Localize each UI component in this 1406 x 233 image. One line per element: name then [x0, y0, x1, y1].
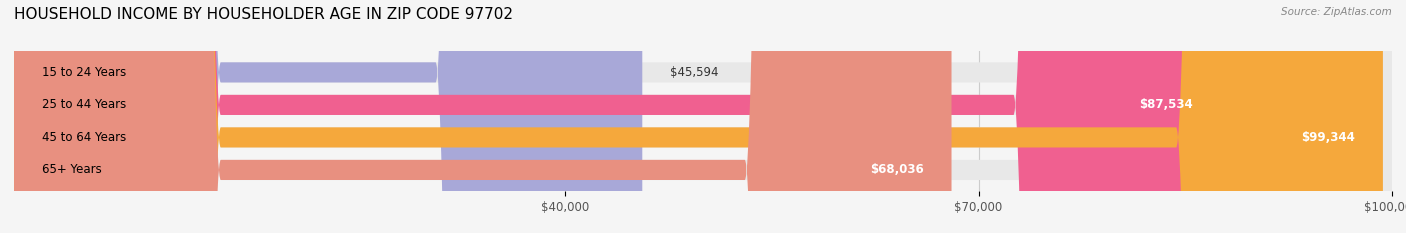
Text: 15 to 24 Years: 15 to 24 Years [42, 66, 127, 79]
FancyBboxPatch shape [14, 0, 1220, 233]
Text: 25 to 44 Years: 25 to 44 Years [42, 98, 127, 111]
FancyBboxPatch shape [14, 0, 1392, 233]
Text: $99,344: $99,344 [1302, 131, 1355, 144]
FancyBboxPatch shape [14, 0, 952, 233]
Text: $87,534: $87,534 [1139, 98, 1192, 111]
FancyBboxPatch shape [14, 0, 1392, 233]
Text: $45,594: $45,594 [669, 66, 718, 79]
FancyBboxPatch shape [14, 0, 1392, 233]
FancyBboxPatch shape [14, 0, 1384, 233]
Text: 65+ Years: 65+ Years [42, 163, 101, 176]
Text: Source: ZipAtlas.com: Source: ZipAtlas.com [1281, 7, 1392, 17]
Text: 45 to 64 Years: 45 to 64 Years [42, 131, 127, 144]
Text: HOUSEHOLD INCOME BY HOUSEHOLDER AGE IN ZIP CODE 97702: HOUSEHOLD INCOME BY HOUSEHOLDER AGE IN Z… [14, 7, 513, 22]
Text: $68,036: $68,036 [870, 163, 924, 176]
FancyBboxPatch shape [14, 0, 643, 233]
FancyBboxPatch shape [14, 0, 1392, 233]
